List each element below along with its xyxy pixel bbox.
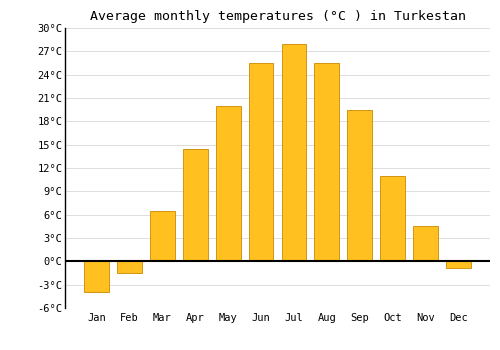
Bar <box>216 106 240 261</box>
Bar <box>413 226 438 261</box>
Bar <box>348 110 372 261</box>
Bar <box>380 176 405 261</box>
Title: Average monthly temperatures (°C ) in Turkestan: Average monthly temperatures (°C ) in Tu… <box>90 10 466 23</box>
Bar <box>117 261 142 273</box>
Bar <box>282 43 306 261</box>
Bar <box>446 261 470 267</box>
Bar <box>84 261 109 293</box>
Bar <box>248 63 274 261</box>
Bar <box>183 148 208 261</box>
Bar <box>150 211 174 261</box>
Bar <box>314 63 339 261</box>
